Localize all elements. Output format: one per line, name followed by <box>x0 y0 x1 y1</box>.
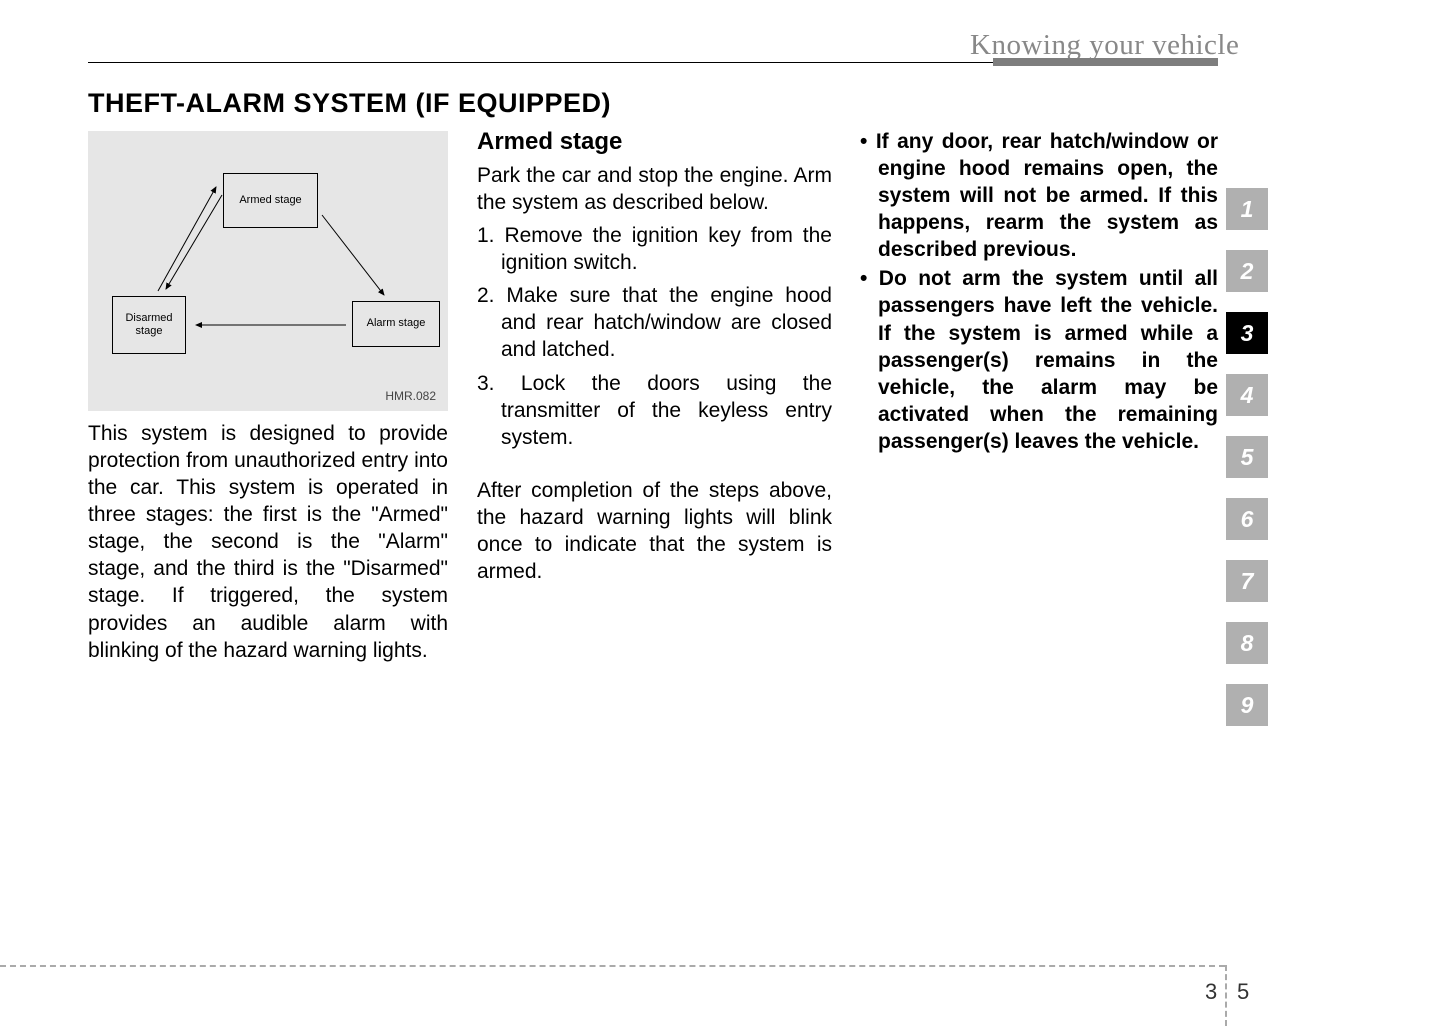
header-rule-thin <box>88 62 993 63</box>
page-number: 5 <box>1237 979 1249 1005</box>
diagram-box-alarm: Alarm stage <box>352 301 440 347</box>
tab-2[interactable]: 2 <box>1226 250 1268 292</box>
intro-paragraph: This system is designed to provide prote… <box>88 420 448 664</box>
armed-stage-after: After completion of the steps above, the… <box>477 477 832 585</box>
footer-dashed-line <box>0 965 1225 967</box>
footer-vertical-dash <box>1225 965 1227 1026</box>
tab-5[interactable]: 5 <box>1226 436 1268 478</box>
list-item: If any door, rear hatch/window or engine… <box>860 128 1218 263</box>
header-rule-thick <box>993 58 1218 66</box>
list-item: 3. Lock the doors using the transmitter … <box>477 370 832 451</box>
chapter-tabs: 1 2 3 4 5 6 7 8 9 <box>1226 188 1268 746</box>
tab-6[interactable]: 6 <box>1226 498 1268 540</box>
list-item: 1. Remove the ignition key from the igni… <box>477 222 832 276</box>
column-armed-stage: Armed stage Park the car and stop the en… <box>477 128 832 585</box>
armed-stage-heading: Armed stage <box>477 128 832 156</box>
list-item: 2. Make sure that the engine hood and re… <box>477 282 832 363</box>
diagram-box-armed: Armed stage <box>223 173 318 228</box>
column-warnings: If any door, rear hatch/window or engine… <box>860 128 1218 457</box>
armed-stage-steps: 1. Remove the ignition key from the igni… <box>477 222 832 451</box>
diagram-caption: HMR.082 <box>385 389 436 403</box>
tab-8[interactable]: 8 <box>1226 622 1268 664</box>
tab-4[interactable]: 4 <box>1226 374 1268 416</box>
tab-9[interactable]: 9 <box>1226 684 1268 726</box>
warning-bullets: If any door, rear hatch/window or engine… <box>860 128 1218 455</box>
tab-3[interactable]: 3 <box>1226 312 1268 354</box>
armed-stage-lead: Park the car and stop the engine. Arm th… <box>477 162 832 216</box>
list-item: Do not arm the system until all passenge… <box>860 265 1218 455</box>
diagram-box-disarmed: Disarmed stage <box>112 296 186 354</box>
alarm-state-diagram: Armed stage Disarmed stage Alarm stage H… <box>88 131 448 411</box>
tab-1[interactable]: 1 <box>1226 188 1268 230</box>
page-title: THEFT-ALARM SYSTEM (IF EQUIPPED) <box>88 88 611 119</box>
chapter-number: 3 <box>1205 979 1217 1005</box>
tab-7[interactable]: 7 <box>1226 560 1268 602</box>
